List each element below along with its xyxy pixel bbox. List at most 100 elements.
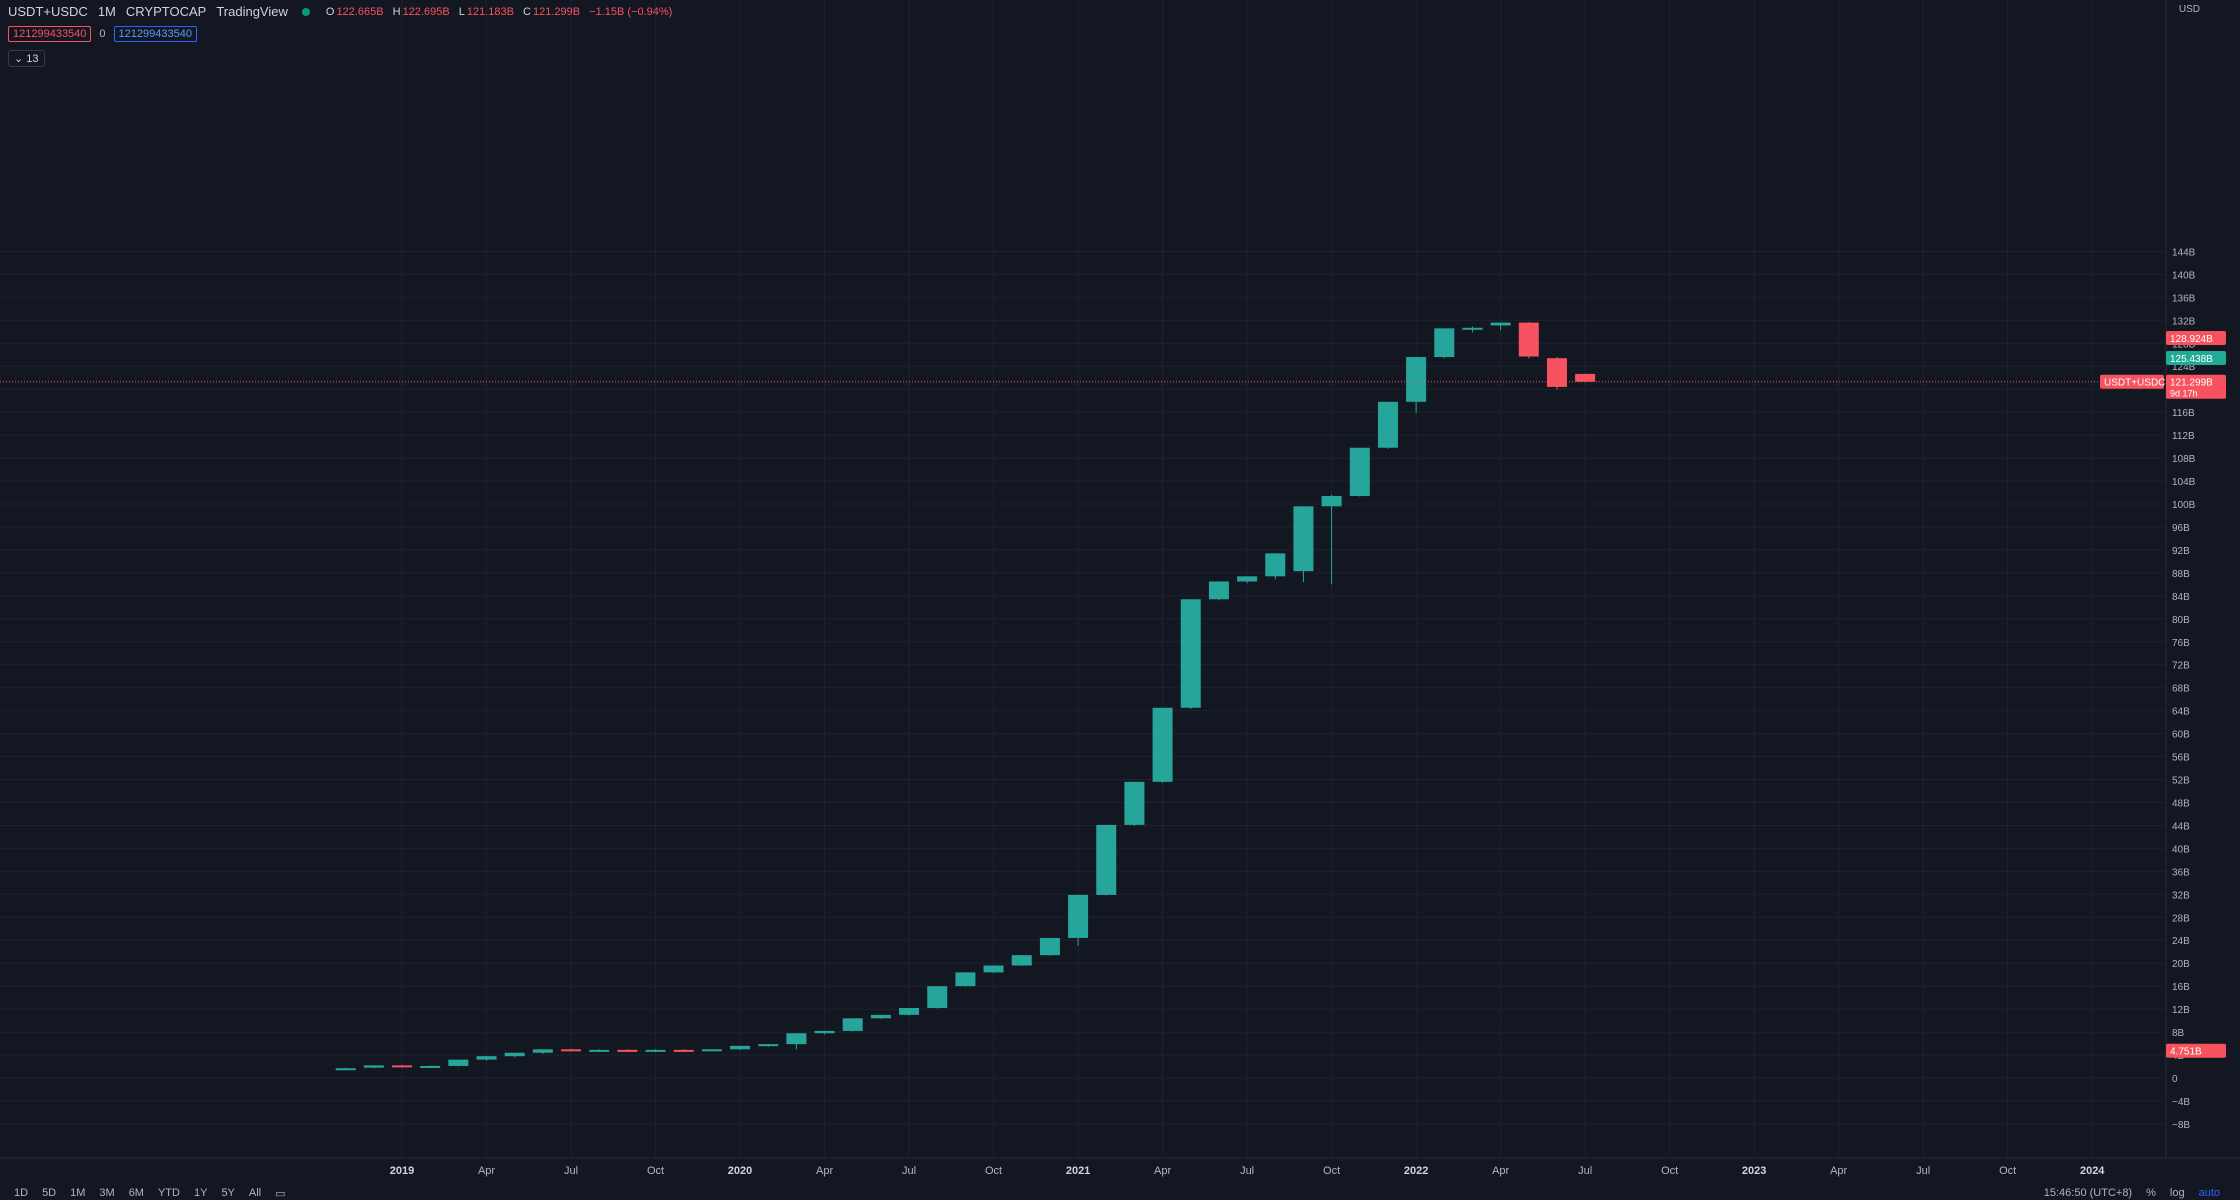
candle-body bbox=[1237, 576, 1258, 582]
time-tick-label: 2019 bbox=[390, 1165, 414, 1177]
range-1y-button[interactable]: 1Y bbox=[193, 1187, 208, 1199]
high-price-badge-bg bbox=[2166, 330, 2226, 345]
candle-body bbox=[899, 1007, 920, 1015]
time-tick-label: Apr bbox=[1154, 1165, 1171, 1177]
price-tick-label: 124B bbox=[2172, 362, 2196, 373]
change-value: −1.15B (−0.94%) bbox=[589, 5, 673, 18]
calendar-icon[interactable]: ▭ bbox=[275, 1188, 286, 1200]
price-tick-label: 52B bbox=[2172, 776, 2190, 787]
range-3m-button[interactable]: 3M bbox=[99, 1187, 115, 1199]
candle-body bbox=[1208, 581, 1229, 600]
time-tick-label: Oct bbox=[1323, 1165, 1340, 1177]
clock-label[interactable]: 15:46:50 (UTC+8) bbox=[2043, 1187, 2133, 1199]
candle-body bbox=[1180, 599, 1201, 708]
time-tick-label: Oct bbox=[1999, 1165, 2016, 1177]
low-price-badge-bg bbox=[2166, 1043, 2226, 1058]
candle-body bbox=[504, 1052, 525, 1057]
price-tick-label: −8B bbox=[2172, 1120, 2190, 1131]
source-label: CRYPTOCAP bbox=[125, 4, 207, 19]
value-input-right[interactable]: 121299433540 bbox=[113, 26, 197, 42]
interval-label[interactable]: 1M bbox=[97, 4, 116, 19]
candles bbox=[335, 322, 1596, 1071]
candle-body bbox=[1152, 707, 1173, 782]
time-tick-label: Apr bbox=[1830, 1165, 1847, 1177]
candle-body bbox=[1096, 824, 1117, 895]
candle-body bbox=[589, 1049, 610, 1052]
candle-body bbox=[1406, 357, 1427, 402]
candle-body bbox=[983, 965, 1004, 973]
time-tick-label: Jul bbox=[1578, 1165, 1592, 1177]
candle-body bbox=[392, 1065, 412, 1068]
price-tick-label: 92B bbox=[2172, 546, 2190, 557]
open-value: 122.665B bbox=[336, 5, 384, 18]
range-6m-button[interactable]: 6M bbox=[128, 1187, 144, 1199]
price-tick-label: 136B bbox=[2172, 293, 2196, 304]
low-value: 121.183B bbox=[466, 5, 514, 18]
candle-body bbox=[786, 1033, 807, 1045]
chart-grid bbox=[0, 0, 2240, 1159]
auto-toggle[interactable]: auto bbox=[2198, 1187, 2220, 1199]
candle-body bbox=[476, 1056, 497, 1060]
indicators-toggle-button[interactable]: ⌄ 13 bbox=[8, 50, 45, 67]
time-tick-label: Oct bbox=[985, 1165, 1002, 1177]
value-input-left[interactable]: 121299433540 bbox=[8, 26, 92, 42]
time-tick-label: Jul bbox=[1916, 1165, 1930, 1177]
price-tick-label: 96B bbox=[2172, 523, 2190, 534]
candle-body bbox=[1349, 447, 1370, 496]
candle-body bbox=[532, 1049, 553, 1053]
price-tick-label: 60B bbox=[2172, 730, 2190, 741]
price-tick-label: 8B bbox=[2172, 1028, 2185, 1039]
candle-body bbox=[1039, 937, 1060, 956]
bottom-toolbar: 1D 5D 1M 3M 6M YTD 1Y 5Y All ▭ 15:46:50 … bbox=[0, 1187, 2240, 1200]
platform-label: TradingView bbox=[216, 4, 288, 19]
time-tick-label: Oct bbox=[647, 1165, 664, 1177]
price-tick-label: 28B bbox=[2172, 913, 2190, 924]
candle-body bbox=[561, 1049, 582, 1052]
range-ytd-button[interactable]: YTD bbox=[157, 1187, 180, 1199]
candle-body bbox=[1546, 358, 1567, 387]
price-tick-label: 108B bbox=[2172, 454, 2196, 465]
time-axis[interactable]: 2019 Apr Jul Oct 2020 Apr Jul Oct 2021 Apr Jul Oct 2… bbox=[390, 1165, 2106, 1177]
price-tick-label: 144B bbox=[2172, 247, 2196, 258]
candle-body bbox=[1265, 553, 1286, 577]
time-tick-label: 2020 bbox=[728, 1165, 752, 1177]
candle-body bbox=[335, 1068, 356, 1071]
price-tick-label: 64B bbox=[2172, 707, 2190, 718]
candle-body bbox=[645, 1049, 666, 1052]
currency-label[interactable]: USD bbox=[2178, 4, 2200, 15]
price-tick-label: 100B bbox=[2172, 500, 2196, 511]
green-price-badge: 125.438B bbox=[2170, 354, 2213, 365]
price-tick-label: 112B bbox=[2172, 431, 2195, 442]
candle-body bbox=[1575, 373, 1596, 382]
candle-body bbox=[870, 1014, 891, 1019]
time-tick-label: 2024 bbox=[2080, 1165, 2105, 1177]
candle-body bbox=[1490, 322, 1511, 326]
symbol-tag-bg bbox=[2100, 374, 2164, 389]
range-5d-button[interactable]: 5D bbox=[42, 1187, 57, 1199]
price-tick-label: 16B bbox=[2172, 982, 2190, 993]
range-5y-button[interactable]: 5Y bbox=[221, 1187, 235, 1199]
range-1d-button[interactable]: 1D bbox=[14, 1187, 29, 1199]
time-tick-label: 2023 bbox=[1742, 1165, 1766, 1177]
price-tick-label: 24B bbox=[2172, 936, 2190, 947]
candle-body bbox=[758, 1044, 779, 1047]
candle-body bbox=[1462, 327, 1483, 330]
candle-body bbox=[1434, 328, 1455, 358]
candle-body bbox=[1377, 401, 1398, 448]
open-label: O bbox=[325, 5, 335, 18]
candle-body bbox=[363, 1065, 384, 1068]
candle-body bbox=[1293, 506, 1314, 572]
range-1m-button[interactable]: 1M bbox=[70, 1187, 86, 1199]
candle-body bbox=[1068, 894, 1089, 938]
range-all-button[interactable]: All bbox=[248, 1187, 262, 1199]
time-tick-label: Jul bbox=[564, 1165, 578, 1177]
percent-toggle[interactable]: % bbox=[2146, 1187, 2156, 1199]
time-tick-label: Apr bbox=[1492, 1165, 1509, 1177]
price-tick-label: 88B bbox=[2172, 569, 2190, 580]
high-value: 122.695B bbox=[402, 5, 450, 18]
candle-body bbox=[814, 1030, 835, 1034]
symbol-name[interactable]: USDT+USDC bbox=[8, 4, 88, 19]
log-toggle[interactable]: log bbox=[2169, 1187, 2185, 1199]
price-tick-label: 44B bbox=[2172, 821, 2190, 832]
